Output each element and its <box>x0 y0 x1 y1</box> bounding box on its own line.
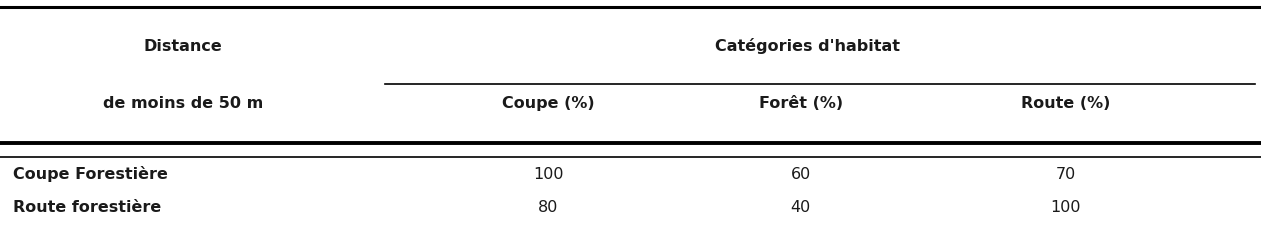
Text: 40: 40 <box>791 201 811 215</box>
Text: 70: 70 <box>1055 167 1076 182</box>
Text: 100: 100 <box>533 167 564 182</box>
Text: Coupe Forestière: Coupe Forestière <box>13 166 168 182</box>
Text: 100: 100 <box>1050 201 1081 215</box>
Text: de moins de 50 m: de moins de 50 m <box>102 97 264 111</box>
Text: 60: 60 <box>791 167 811 182</box>
Text: 80: 80 <box>538 201 559 215</box>
Text: Route (%): Route (%) <box>1021 97 1110 111</box>
Text: Forêt (%): Forêt (%) <box>759 97 842 111</box>
Text: Route forestière: Route forestière <box>13 201 161 215</box>
Text: Catégories d'habitat: Catégories d'habitat <box>715 38 899 54</box>
Text: Coupe (%): Coupe (%) <box>502 97 595 111</box>
Text: Distance: Distance <box>144 39 222 54</box>
